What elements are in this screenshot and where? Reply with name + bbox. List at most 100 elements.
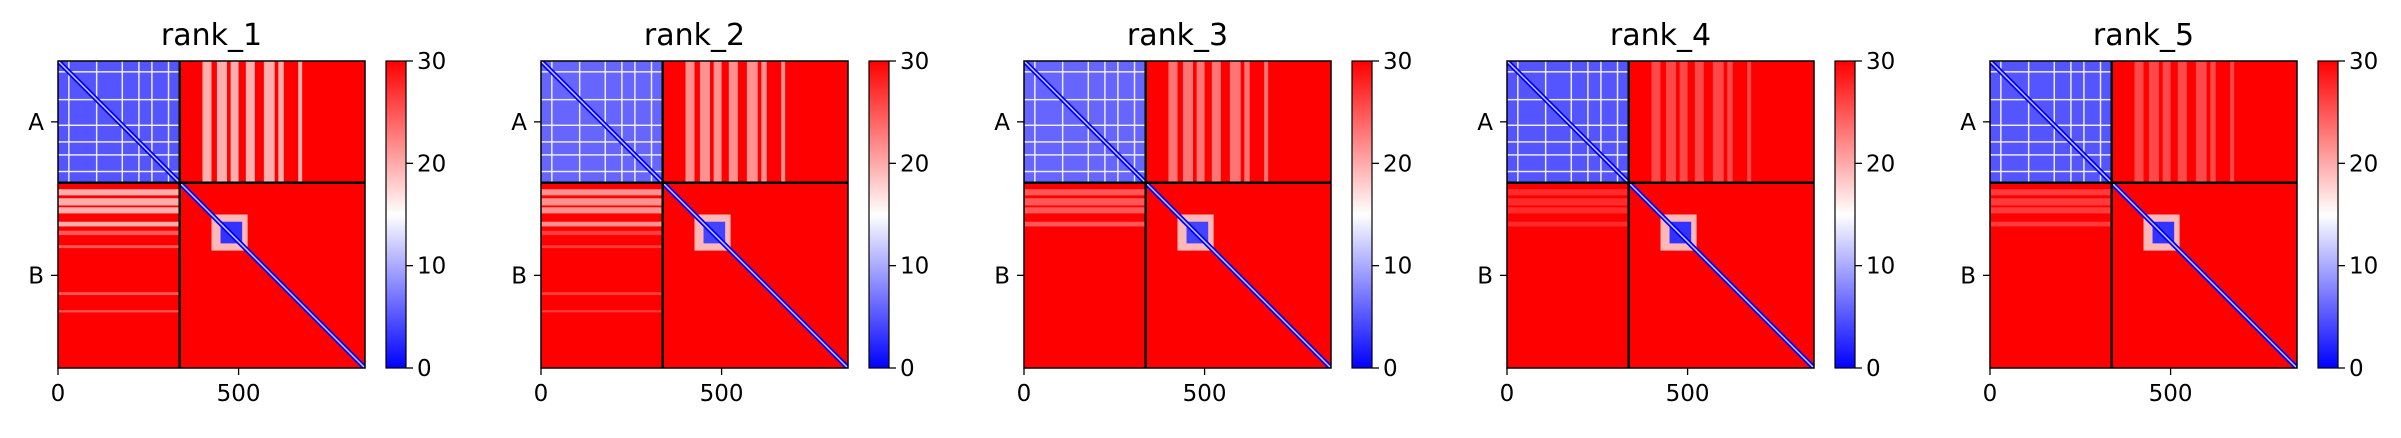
x-tick-label: 500 — [217, 381, 261, 407]
a-b-stripe — [1229, 61, 1241, 183]
chain-a-grid-line — [541, 141, 663, 143]
a-b-stripe — [263, 61, 275, 183]
b-a-band — [58, 207, 180, 214]
chain-a-grid-line — [621, 61, 623, 183]
b-a-band — [1507, 207, 1629, 214]
a-b-stripe — [2134, 61, 2144, 183]
x-tick-label: 0 — [51, 381, 66, 407]
a-b-stripe — [2177, 61, 2187, 183]
b-a-band — [1024, 189, 1146, 196]
chain-a-grid-line — [58, 71, 180, 73]
a-b-stripe — [1665, 61, 1677, 183]
chain-a-grid-line — [578, 61, 581, 183]
chain-a-grid-line — [1133, 61, 1136, 183]
diagonal-highlight — [1507, 61, 1814, 368]
chain-a-grid-line — [1517, 61, 1519, 183]
plot-frame — [540, 60, 849, 369]
heatmap-area — [541, 61, 848, 368]
chain-label-A: A — [511, 110, 527, 136]
a-b-stripe — [202, 61, 212, 183]
chain-a-grid-line — [68, 61, 70, 183]
chain-a-grid-line — [58, 170, 180, 173]
chain-a-grid-line — [1507, 98, 1629, 101]
b-a-band — [1024, 221, 1146, 227]
b-a-band — [541, 245, 663, 249]
a-b-stripe — [685, 61, 695, 183]
chain-a-grid-line — [58, 98, 180, 101]
diagonal-highlight — [541, 61, 848, 368]
chain-a-grid-line — [2027, 61, 2030, 183]
b-a-band — [1990, 189, 2112, 196]
x-tick-label: 0 — [1983, 381, 1998, 407]
chain-a-grid-line — [541, 170, 663, 173]
b-a-band — [1507, 221, 1629, 227]
chain-a-grid-line — [1034, 61, 1036, 183]
chain-a-grid-line — [1061, 61, 1064, 183]
plot-frame — [1023, 60, 1332, 369]
chain-a-grid-line — [1104, 61, 1106, 183]
chain-a-grid-line — [1117, 61, 1119, 183]
chain-a-grid-line — [1024, 141, 1146, 143]
b-a-band — [1990, 310, 2112, 313]
a-b-stripe — [1196, 61, 1205, 183]
chain-a-grid-line — [541, 71, 663, 73]
colorbar-tick-label: 20 — [2349, 151, 2378, 177]
plot-frame — [1989, 60, 2298, 369]
b-a-band — [58, 198, 180, 206]
b-a-band — [541, 207, 663, 214]
b-a-band — [1990, 245, 2112, 249]
b-a-band — [58, 245, 180, 249]
a-b-stripe — [245, 61, 255, 183]
colorbar: 0 10 20 30 — [1351, 49, 1412, 382]
b-a-band — [1507, 310, 1629, 313]
colorbar-gradient — [1834, 60, 1856, 369]
a-b-stripe — [2162, 61, 2171, 183]
a-b-stripe — [1182, 61, 1194, 183]
a-b-stripe — [1168, 61, 1178, 183]
colorbar: 0 10 20 30 — [1834, 49, 1895, 382]
colorbar: 0 10 20 30 — [868, 49, 929, 382]
b-a-band — [541, 230, 663, 236]
colorbar-gradient — [1351, 60, 1373, 369]
a-b-stripe — [746, 61, 758, 183]
b-a-band — [1507, 230, 1629, 236]
chain-a-grid-line — [1990, 141, 2112, 143]
panel-rank_1: rank_1 0 500 A B 0 10 20 30 — [28, 18, 446, 407]
colorbar-gradient — [868, 60, 890, 369]
a-b-stripe — [2195, 61, 2207, 183]
a-b-stripe — [713, 61, 722, 183]
chain-a-grid-line — [1990, 71, 2112, 73]
colorbar-tick-label: 30 — [1866, 49, 1895, 75]
chain-a-grid-line — [1024, 170, 1146, 173]
chain-a-grid-line — [1544, 61, 1547, 183]
chain-a-grid-line — [1507, 141, 1629, 143]
colorbar-tick-label: 30 — [417, 49, 446, 75]
chain-a-grid-line — [95, 61, 98, 183]
chain-a-grid-line — [1507, 154, 1629, 156]
panel-rank_5: rank_5 0 500 A B 0 10 20 30 — [1960, 18, 2378, 407]
chain-a-grid-line — [1024, 71, 1146, 73]
a-b-stripe — [1694, 61, 1704, 183]
chain-a-grid-line — [1990, 170, 2112, 173]
colorbar-tick-label: 20 — [900, 151, 929, 177]
chain-a-grid-line — [2070, 61, 2072, 183]
chain-a-grid-line — [58, 154, 180, 156]
a-b-stripe — [1211, 61, 1221, 183]
chain-label-B: B — [28, 263, 44, 289]
colorbar-tick-label: 20 — [1866, 151, 1895, 177]
panel-rank_3: rank_3 0 500 A B 0 10 20 30 — [994, 18, 1412, 407]
chain-a-grid-line — [2083, 61, 2085, 183]
b-a-band — [1024, 198, 1146, 206]
a-b-stripe — [761, 61, 767, 183]
colorbar-tick-label: 0 — [900, 356, 915, 382]
b-a-band — [1990, 230, 2112, 236]
colorbar-tick-label: 0 — [1383, 356, 1398, 382]
plot-frame — [1506, 60, 1815, 369]
a-b-stripe — [1712, 61, 1724, 183]
a-b-stripe — [2210, 61, 2216, 183]
a-b-stripe — [781, 61, 786, 183]
colorbar-tick-label: 20 — [417, 151, 446, 177]
chain-label-A: A — [1477, 110, 1493, 136]
colorbar-tick-label: 0 — [417, 356, 432, 382]
